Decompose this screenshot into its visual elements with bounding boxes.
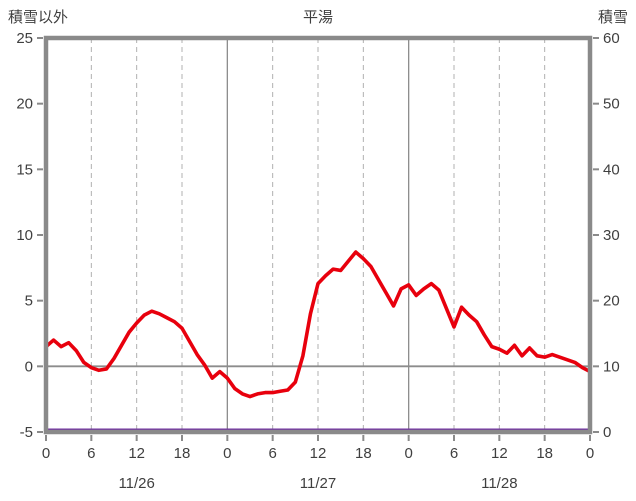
svg-text:6: 6	[87, 445, 95, 462]
svg-text:60: 60	[603, 30, 620, 47]
svg-text:0: 0	[25, 358, 33, 375]
svg-text:15: 15	[16, 161, 33, 178]
chart-title: 平湯	[302, 9, 333, 26]
svg-text:18: 18	[536, 445, 553, 462]
svg-text:40: 40	[603, 161, 620, 178]
svg-text:11/26: 11/26	[118, 475, 154, 492]
svg-text:50: 50	[603, 96, 620, 113]
svg-text:12: 12	[491, 445, 508, 462]
svg-text:20: 20	[603, 293, 620, 310]
right-axis-title: 積雪	[597, 9, 628, 26]
svg-text:30: 30	[603, 227, 620, 244]
svg-text:0: 0	[404, 445, 412, 462]
svg-text:5: 5	[25, 293, 33, 310]
svg-text:6: 6	[268, 445, 276, 462]
svg-text:25: 25	[16, 30, 33, 47]
svg-text:-5: -5	[20, 424, 33, 441]
svg-text:0: 0	[586, 445, 594, 462]
svg-text:20: 20	[16, 96, 33, 113]
left-axis-title: 積雪以外	[8, 9, 69, 26]
svg-text:18: 18	[355, 445, 372, 462]
svg-text:6: 6	[450, 445, 458, 462]
svg-text:10: 10	[16, 227, 33, 244]
svg-text:0: 0	[223, 445, 231, 462]
svg-text:11/27: 11/27	[300, 475, 336, 492]
svg-text:10: 10	[603, 358, 620, 375]
svg-text:0: 0	[603, 424, 611, 441]
svg-text:0: 0	[42, 445, 50, 462]
svg-text:18: 18	[174, 445, 191, 462]
svg-text:12: 12	[310, 445, 327, 462]
svg-text:11/28: 11/28	[481, 475, 517, 492]
svg-text:12: 12	[128, 445, 145, 462]
